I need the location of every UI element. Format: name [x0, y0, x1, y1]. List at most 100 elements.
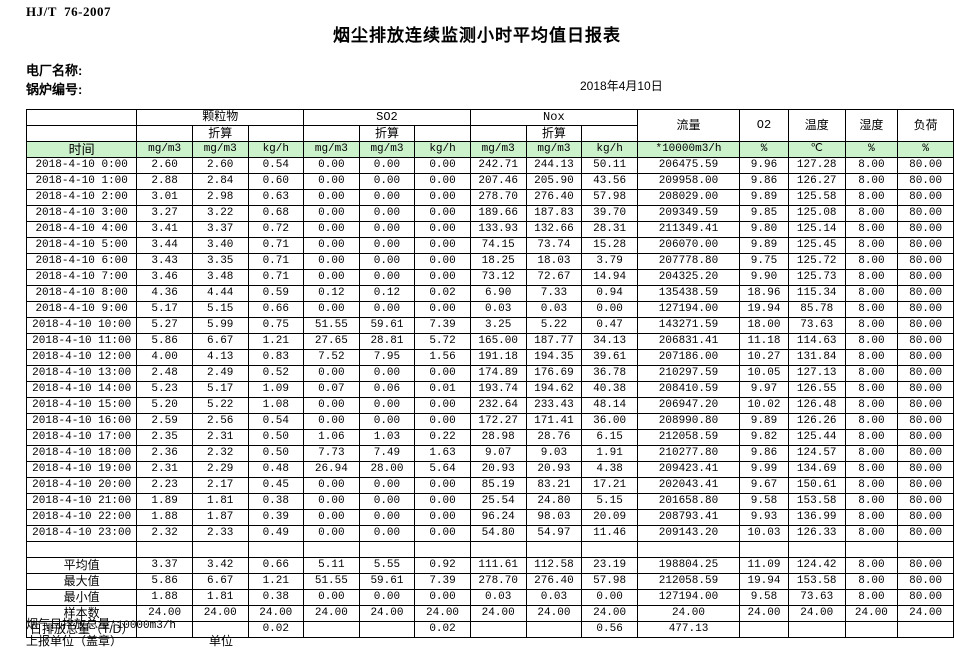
cell-value-4: 1.03	[358, 429, 416, 446]
cell-value-10: 9.89	[739, 237, 789, 254]
table-row: 2018-4-10 15:00 5.20 5.22 1.08 0.00 0.00 0.00 2…	[25, 397, 954, 414]
cell-value-10: 18.00	[739, 317, 789, 334]
cell-value-9: 209958.00	[636, 173, 741, 190]
column-header-time: 时间	[25, 141, 138, 158]
table-row: 2018-4-10 5:00 3.44 3.40 0.71 0.00 0.00 0.00 74…	[25, 237, 954, 254]
cell-value-3: 0.00	[303, 397, 360, 414]
cell-value-3: 26.94	[303, 461, 360, 478]
column-header-o2-unit: %	[739, 141, 789, 158]
cell-time: 2018-4-10 4:00	[25, 221, 138, 238]
cell-value-13: 80.00	[897, 509, 954, 526]
cell-value-6: 73.12	[469, 269, 527, 286]
table-body: 2018-4-10 0:00 2.60 2.60 0.54 0.00 0.00 0.00 24…	[25, 157, 954, 638]
cell-value-1: 2.17	[191, 477, 249, 494]
cell-value-1: 3.48	[191, 269, 249, 286]
cell-value-4: 7.49	[358, 445, 416, 462]
cell-summary-value-8: 57.98	[581, 573, 638, 590]
cell-value-1: 4.13	[191, 349, 249, 366]
cell-summary-value-4: 24.00	[358, 605, 416, 622]
cell-value-7: 176.69	[525, 365, 583, 382]
cell-value-9: 208793.41	[636, 509, 741, 526]
cell-value-6: 25.54	[469, 493, 527, 510]
cell-value-2: 0.83	[247, 349, 305, 366]
cell-value-6: 278.70	[469, 189, 527, 206]
cell-summary-value-0: 24.00	[136, 605, 193, 622]
cell-value-10: 10.03	[739, 525, 789, 542]
cell-value-0: 2.59	[136, 413, 193, 430]
column-header-pm-kgh: kg/h	[247, 141, 305, 158]
column-header-pm-mgm3: mg/m3	[136, 141, 193, 158]
cell-value-4: 0.00	[358, 301, 416, 318]
table-summary-row: 最大值 5.86 6.67 1.21 51.55 59.61 7.39 278.70 276.4…	[25, 573, 954, 590]
cell-value-5: 0.22	[414, 429, 471, 446]
unit-label: 单位	[209, 634, 234, 648]
cell-value-4: 0.00	[358, 413, 416, 430]
cell-value-0: 2.32	[136, 525, 193, 542]
group-header-temperature: 温度	[787, 109, 846, 142]
cell-value-13: 80.00	[897, 301, 954, 318]
boiler-number-label: 锅炉编号:	[26, 82, 83, 97]
cell-time: 2018-4-10 12:00	[25, 349, 138, 366]
cell-time: 2018-4-10 14:00	[25, 381, 138, 398]
cell-value-13: 80.00	[897, 493, 954, 510]
cell-time: 2018-4-10 10:00	[25, 317, 138, 334]
cell-value-6: 74.15	[469, 237, 527, 254]
group-header-load: 负荷	[897, 109, 954, 142]
cell-value-13: 80.00	[897, 397, 954, 414]
cell-value-7: 83.21	[525, 477, 583, 494]
group-header-humidity: 湿度	[844, 109, 899, 142]
group-header-so2: SO2	[303, 109, 471, 126]
cell-value-7: 28.76	[525, 429, 583, 446]
cell-value-13: 80.00	[897, 349, 954, 366]
cell-value-6: 191.18	[469, 349, 527, 366]
cell-summary-value-1: 3.42	[191, 557, 249, 574]
plant-name-label: 电厂名称:	[26, 63, 83, 78]
cell-value-11: 127.28	[787, 157, 846, 174]
cell-value-10: 9.82	[739, 429, 789, 446]
cell-value-10: 9.97	[739, 381, 789, 398]
cell-summary-value-3: 5.11	[303, 557, 360, 574]
cell-value-8: 3.79	[581, 253, 638, 270]
cell-value-2: 0.50	[247, 429, 305, 446]
cell-value-10: 9.75	[739, 253, 789, 270]
cell-value-8: 11.46	[581, 525, 638, 542]
cell-value-4: 0.00	[358, 365, 416, 382]
cell-summary-value-12: 8.00	[844, 557, 899, 574]
cell-summary-value-3: 0.00	[303, 589, 360, 606]
cell-value-11: 125.73	[787, 269, 846, 286]
column-header-nox-mgm3: mg/m3	[469, 141, 527, 158]
cell-summary-value-5: 0.00	[414, 589, 471, 606]
converted-header-blank	[25, 125, 138, 142]
cell-summary-value-0: 5.86	[136, 573, 193, 590]
cell-daily-total-label: 日排放总量（T/D）	[25, 621, 138, 638]
cell-summary-value-9: 24.00	[636, 605, 741, 622]
cell-value-10: 9.67	[739, 477, 789, 494]
cell-time: 2018-4-10 9:00	[25, 301, 138, 318]
table-row: 2018-4-10 10:00 5.27 5.99 0.75 51.55 59.61 7.3…	[25, 317, 954, 334]
cell-daily-total-value-12	[844, 621, 899, 638]
cell-value-6: 232.64	[469, 397, 527, 414]
cell-value-11: 114.63	[787, 333, 846, 350]
cell-value-4: 0.00	[358, 253, 416, 270]
converted-blank-pm-raw	[136, 125, 193, 142]
cell-value-6: 165.00	[469, 333, 527, 350]
cell-daily-total-value-4	[358, 621, 416, 638]
cell-value-5: 0.00	[414, 301, 471, 318]
cell-value-12: 8.00	[844, 509, 899, 526]
cell-value-9: 135438.59	[636, 285, 741, 302]
cell-value-12: 8.00	[844, 221, 899, 238]
cell-daily-total-value-6	[469, 621, 527, 638]
group-header-nox: Nox	[469, 109, 638, 126]
cell-daily-total-value-3	[303, 621, 360, 638]
cell-summary-label: 平均值	[25, 557, 138, 574]
cell-value-1: 2.29	[191, 461, 249, 478]
cell-value-8: 36.00	[581, 413, 638, 430]
cell-value-10: 9.93	[739, 509, 789, 526]
cell-summary-value-0: 1.88	[136, 589, 193, 606]
cell-value-11: 126.48	[787, 397, 846, 414]
cell-value-8: 6.15	[581, 429, 638, 446]
cell-value-12: 8.00	[844, 365, 899, 382]
cell-value-0: 2.88	[136, 173, 193, 190]
cell-value-8: 15.28	[581, 237, 638, 254]
cell-value-6: 85.19	[469, 477, 527, 494]
